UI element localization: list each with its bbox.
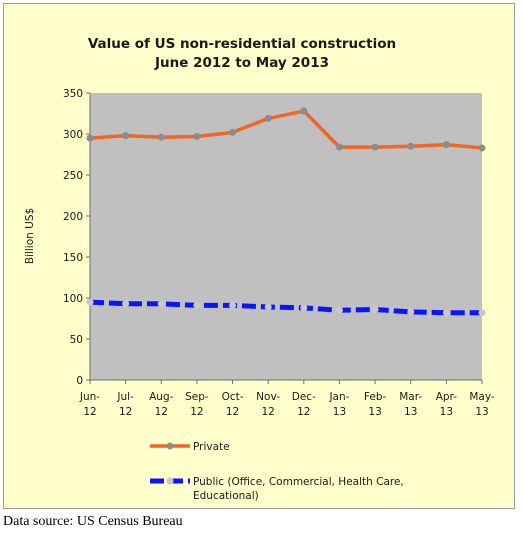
legend-marker-private — [166, 442, 174, 450]
data-point-private — [300, 107, 308, 115]
x-tick-label-year: 12 — [261, 406, 274, 418]
data-point-public — [86, 298, 94, 306]
x-tick-label: Sep- 12 — [185, 391, 209, 418]
data-point-public — [407, 308, 415, 316]
data-point-public — [264, 303, 272, 311]
data-point-public — [157, 300, 165, 308]
x-tick-label-month: Sep- — [185, 391, 209, 403]
data-point-private — [407, 142, 415, 150]
x-tick-label: May- 13 — [469, 391, 495, 418]
x-tick-label-month: Jan- — [328, 391, 349, 403]
data-point-private — [229, 128, 237, 136]
plot-area — [90, 93, 482, 380]
data-point-private — [122, 132, 130, 140]
x-tick-label-year: 13 — [440, 406, 453, 418]
y-tick-label: 150 — [63, 252, 83, 264]
data-point-private — [157, 133, 165, 141]
x-tick-label-month: Apr- — [436, 391, 457, 403]
x-tick-label-month: Nov- — [256, 391, 280, 403]
series-line-public — [89, 299, 482, 316]
x-tick-label: Feb- 13 — [364, 391, 387, 418]
data-point-public — [229, 301, 237, 309]
series-line-private — [89, 109, 483, 150]
x-tick-label: Jun- 12 — [79, 391, 100, 418]
x-tick-label-year: 12 — [155, 406, 168, 418]
data-point-private — [193, 132, 201, 140]
x-tick-label: Oct- 12 — [222, 391, 244, 418]
y-tick-label: 300 — [63, 129, 83, 141]
data-point-public — [122, 300, 130, 308]
x-tick-label-month: Jul- — [116, 391, 134, 403]
legend-marker-public — [166, 477, 174, 485]
x-tick-label-year: 12 — [297, 406, 310, 418]
chart-subtitle: June 2012 to May 2013 — [154, 55, 329, 71]
data-source-note: Data source: US Census Bureau — [3, 514, 183, 529]
x-tick-label: Aug- 12 — [149, 391, 174, 418]
data-point-private — [478, 144, 486, 152]
chart-title: Value of US non-residential construction — [88, 36, 396, 52]
data-point-private — [371, 143, 379, 151]
data-point-public — [193, 301, 201, 309]
x-tick-label: Dec- 12 — [292, 391, 316, 418]
data-point-public — [478, 309, 486, 317]
y-tick-label: 0 — [76, 375, 83, 387]
chart-frame: Value of US non-residential construction… — [3, 3, 515, 509]
x-tick-label-year: 13 — [475, 406, 488, 418]
line-chart: Value of US non-residential construction… — [24, 36, 495, 502]
x-tick-label-year: 13 — [368, 406, 381, 418]
y-tick-label: 350 — [63, 88, 83, 100]
data-point-private — [86, 134, 94, 142]
x-tick-label-month: May- — [469, 391, 495, 403]
x-tick-label-month: Mar- — [399, 391, 422, 403]
x-tick-label: Apr- 13 — [436, 391, 457, 418]
x-tick-label: Nov- 12 — [256, 391, 280, 418]
y-tick-label: 200 — [63, 211, 83, 223]
x-tick-label-year: 12 — [119, 406, 132, 418]
x-tick-label-month: Feb- — [364, 391, 387, 403]
x-tick-label: Jul- 12 — [116, 391, 134, 418]
y-tick-label: 250 — [63, 170, 83, 182]
data-point-public — [335, 306, 343, 314]
x-tick-label-year: 12 — [190, 406, 203, 418]
x-tick-label-year: 12 — [83, 406, 96, 418]
data-point-public — [300, 304, 308, 312]
data-point-public — [371, 305, 379, 313]
y-axis-label: Billion US$ — [24, 208, 36, 264]
y-tick-label: 100 — [63, 293, 83, 305]
data-point-private — [442, 141, 450, 149]
x-tick-label-month: Aug- — [149, 391, 174, 403]
y-tick-label: 50 — [70, 334, 83, 346]
x-tick-label-year: 13 — [404, 406, 417, 418]
data-point-public — [442, 309, 450, 317]
x-tick-label-month: Oct- — [222, 391, 244, 403]
x-tick-label: Jan- 13 — [328, 391, 349, 418]
x-tick-label-year: 13 — [333, 406, 346, 418]
x-tick-label: Mar- 13 — [399, 391, 422, 418]
x-tick-label-year: 12 — [226, 406, 239, 418]
legend-label-public: Public (Office, Commercial, Health Care, — [193, 476, 404, 488]
x-tick-label-month: Dec- — [292, 391, 316, 403]
legend-label-private: Private — [193, 441, 230, 453]
data-point-private — [264, 114, 272, 122]
x-tick-label-month: Jun- — [79, 391, 100, 403]
legend-label-public-line2: Educational) — [193, 490, 259, 502]
data-point-private — [335, 143, 343, 151]
